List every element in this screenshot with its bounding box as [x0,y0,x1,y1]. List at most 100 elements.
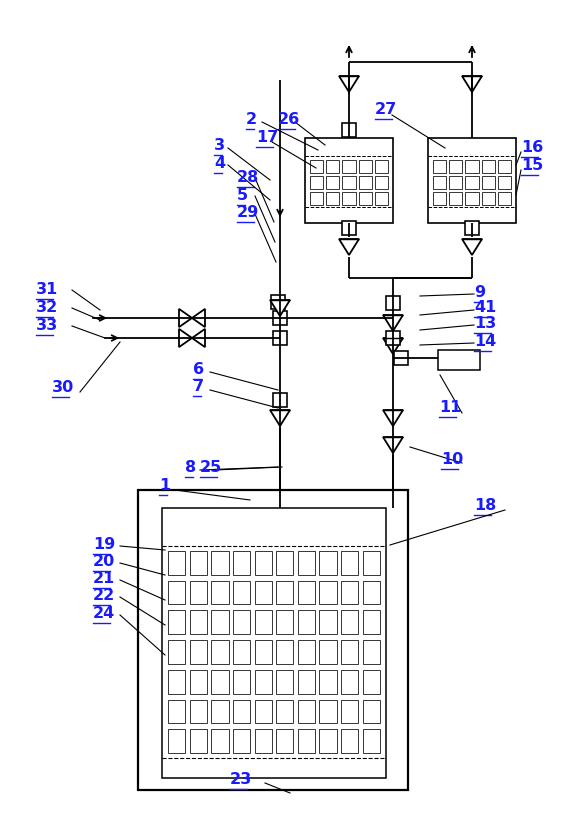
Bar [386,331,400,345]
Bar [342,123,356,137]
Bar [168,699,185,723]
Text: 24: 24 [93,606,115,621]
Polygon shape [192,309,205,327]
Bar [138,490,408,790]
Text: 5: 5 [237,188,248,203]
Bar [212,580,229,604]
Bar [190,551,207,575]
Polygon shape [339,76,359,92]
Bar [386,296,400,310]
Bar [449,192,462,205]
Bar [212,640,229,664]
Bar [319,670,337,694]
Bar [343,192,356,205]
Bar [309,159,323,172]
Bar [168,640,185,664]
Bar [319,610,337,634]
Polygon shape [462,239,482,255]
Polygon shape [179,309,192,327]
Bar [341,551,358,575]
Text: 6: 6 [193,362,204,377]
Bar [162,508,386,778]
Text: 2: 2 [246,112,257,127]
Bar [375,159,388,172]
Bar [363,551,380,575]
Bar [319,640,337,664]
Bar [363,580,380,604]
Bar [394,351,408,365]
Bar [168,580,185,604]
Bar [432,159,446,172]
Polygon shape [383,315,403,331]
Bar [341,610,358,634]
Text: 18: 18 [474,498,496,513]
Bar [363,640,380,664]
Bar [276,670,293,694]
Polygon shape [462,76,482,92]
Bar [273,311,287,325]
Text: 28: 28 [237,170,259,185]
Bar [341,640,358,664]
Bar [498,176,511,189]
Bar [498,159,511,172]
Text: 10: 10 [441,452,463,467]
Text: 4: 4 [214,156,225,171]
Text: 32: 32 [36,300,58,315]
Text: 3: 3 [214,138,225,153]
Polygon shape [179,329,192,347]
Bar [255,699,272,723]
Bar [168,551,185,575]
Bar [233,610,250,634]
Text: 31: 31 [36,282,58,297]
Text: 11: 11 [439,400,461,415]
Bar [190,670,207,694]
Bar [190,640,207,664]
Bar [276,640,293,664]
Bar [305,138,393,223]
Text: 20: 20 [93,554,115,569]
Bar [276,729,293,753]
Bar [428,138,516,223]
Bar [375,192,388,205]
Bar [233,580,250,604]
Polygon shape [270,410,290,426]
Bar [298,610,315,634]
Bar [271,295,285,309]
Bar [309,176,323,189]
Bar [233,729,250,753]
Bar [233,699,250,723]
Bar [233,551,250,575]
Bar [449,159,462,172]
Text: 25: 25 [200,460,223,475]
Bar [343,159,356,172]
Bar [341,729,358,753]
Bar [341,670,358,694]
Bar [319,580,337,604]
Text: 14: 14 [474,334,496,349]
Bar [319,729,337,753]
Bar [449,176,462,189]
Bar [326,159,339,172]
Text: 8: 8 [185,460,196,475]
Polygon shape [270,300,290,316]
Text: 7: 7 [193,379,204,394]
Bar [298,699,315,723]
Bar [298,580,315,604]
Bar [276,580,293,604]
Bar [255,551,272,575]
Bar [432,176,446,189]
Text: 22: 22 [93,588,115,603]
Bar [298,670,315,694]
Bar [212,610,229,634]
Bar [466,176,479,189]
Bar [375,176,388,189]
Bar [233,670,250,694]
Bar [190,729,207,753]
Bar [363,729,380,753]
Bar [212,729,229,753]
Bar [298,729,315,753]
Bar [465,221,479,235]
Text: 13: 13 [474,316,496,331]
Bar [466,192,479,205]
Bar [255,670,272,694]
